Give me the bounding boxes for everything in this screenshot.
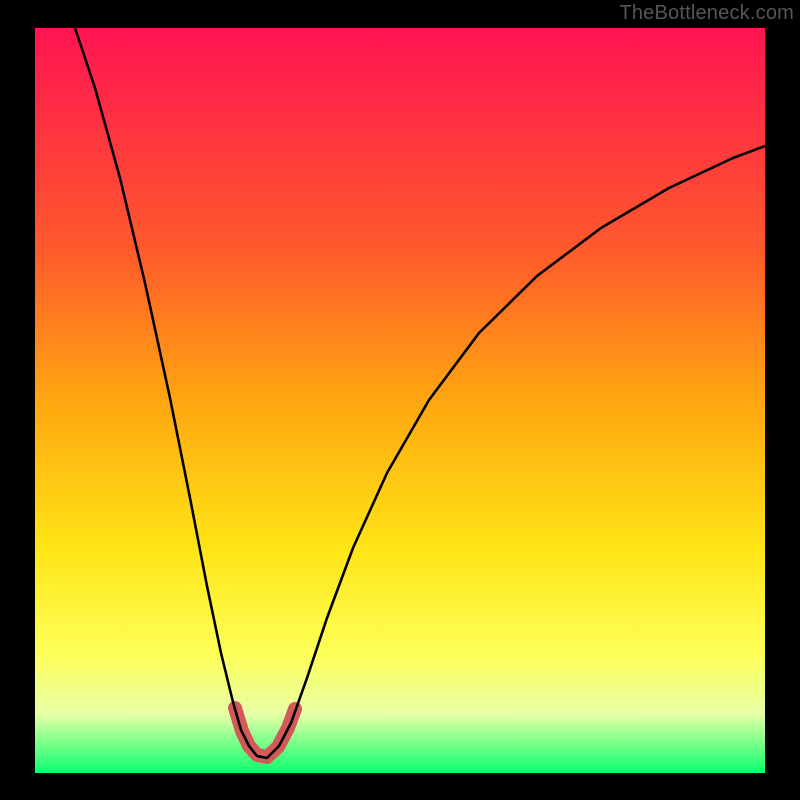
curve-svg [35, 28, 765, 773]
watermark: TheBottleneck.com [619, 2, 794, 25]
frame: TheBottleneck.com [0, 0, 800, 800]
gradient-plot [35, 28, 765, 773]
curve-main [75, 28, 765, 758]
